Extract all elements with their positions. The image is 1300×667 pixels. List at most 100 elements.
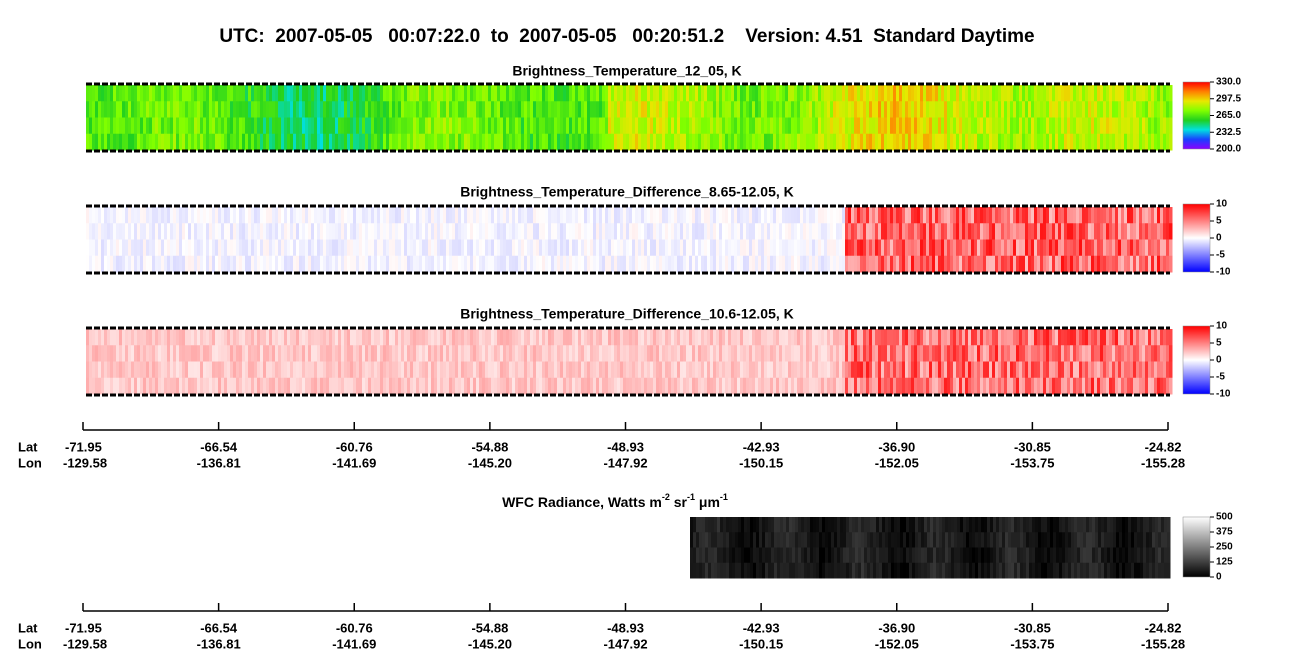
image-pixel [752, 239, 756, 257]
image-pixel [827, 207, 831, 224]
image-pixel [831, 547, 835, 564]
image-pixel [1115, 345, 1119, 362]
image-pixel [1037, 101, 1041, 118]
image-pixel [188, 345, 192, 362]
image-pixel [1052, 239, 1056, 257]
image-pixel [428, 345, 432, 362]
image-pixel [377, 85, 381, 102]
image-pixel [584, 223, 588, 240]
image-pixel [152, 329, 156, 346]
image-pixel [428, 223, 432, 240]
image-pixel [713, 133, 717, 151]
image-pixel [296, 207, 300, 224]
image-pixel [272, 361, 276, 379]
image-pixel [200, 377, 204, 395]
image-pixel [164, 133, 168, 151]
image-pixel [1046, 207, 1050, 224]
image-pixel [1074, 532, 1078, 548]
image-pixel [179, 133, 183, 151]
image-pixel [1028, 223, 1032, 240]
image-pixel [653, 207, 657, 224]
image-pixel [1052, 345, 1056, 362]
image-pixel [1049, 361, 1053, 379]
image-pixel [980, 377, 984, 395]
image-pixel [813, 547, 817, 564]
image-pixel [890, 223, 894, 240]
image-pixel [1001, 207, 1005, 224]
image-pixel [785, 85, 789, 102]
image-pixel [962, 223, 966, 240]
image-pixel [1118, 207, 1122, 224]
image-pixel [860, 377, 864, 395]
image-pixel [845, 329, 849, 346]
image-pixel [566, 101, 570, 118]
image-pixel [116, 329, 120, 346]
image-pixel [287, 85, 291, 102]
image-pixel [488, 133, 492, 151]
image-pixel [737, 223, 741, 240]
image-pixel [896, 223, 900, 240]
image-pixel [164, 377, 168, 395]
image-pixel [720, 562, 724, 579]
panel-title: Brightness_Temperature_Difference_10.6-1… [460, 306, 794, 322]
image-pixel [917, 329, 921, 346]
image-pixel [891, 562, 895, 579]
image-pixel [524, 239, 528, 257]
image-pixel [1032, 547, 1036, 564]
image-pixel [119, 361, 123, 379]
image-pixel [1145, 117, 1149, 135]
image-pixel [386, 345, 390, 362]
image-pixel [281, 361, 285, 379]
image-pixel [791, 345, 795, 362]
image-pixel [702, 562, 706, 579]
image-pixel [1119, 517, 1123, 533]
image-pixel [383, 133, 387, 151]
image-pixel [884, 117, 888, 135]
image-pixel [920, 223, 924, 240]
image-pixel [491, 223, 495, 240]
image-pixel [320, 207, 324, 224]
image-pixel [1154, 377, 1158, 395]
image-pixel [683, 223, 687, 240]
image-pixel [818, 85, 822, 102]
image-pixel [1022, 101, 1026, 118]
image-pixel [500, 207, 504, 224]
image-pixel [806, 361, 810, 379]
image-pixel [137, 239, 141, 257]
image-pixel [1058, 239, 1062, 257]
image-pixel [647, 117, 651, 135]
image-pixel [584, 255, 588, 273]
image-pixel [1064, 361, 1068, 379]
image-pixel [275, 101, 279, 118]
image-pixel [965, 223, 969, 240]
image-pixel [263, 377, 267, 395]
image-pixel [818, 133, 822, 151]
image-pixel [693, 547, 697, 564]
image-pixel [1017, 532, 1021, 548]
image-pixel [401, 239, 405, 257]
image-pixel [314, 345, 318, 362]
image-pixel [1079, 223, 1083, 240]
image-pixel [290, 377, 294, 395]
image-pixel [125, 239, 129, 257]
image-pixel [783, 517, 787, 533]
image-pixel [335, 133, 339, 151]
image-pixel [992, 207, 996, 224]
image-pixel [356, 377, 360, 395]
image-pixel [858, 547, 862, 564]
image-pixel [825, 547, 829, 564]
image-pixel [1088, 377, 1092, 395]
image-pixel [371, 117, 375, 135]
image-pixel [491, 361, 495, 379]
image-pixel [807, 547, 811, 564]
image-pixel [620, 133, 624, 151]
image-pixel [1071, 517, 1075, 533]
image-pixel [539, 361, 543, 379]
image-pixel [698, 361, 702, 379]
image-pixel [296, 361, 300, 379]
image-pixel [656, 239, 660, 257]
image-pixel [371, 133, 375, 151]
image-pixel [1031, 117, 1035, 135]
image-pixel [113, 101, 117, 118]
image-pixel [305, 329, 309, 346]
